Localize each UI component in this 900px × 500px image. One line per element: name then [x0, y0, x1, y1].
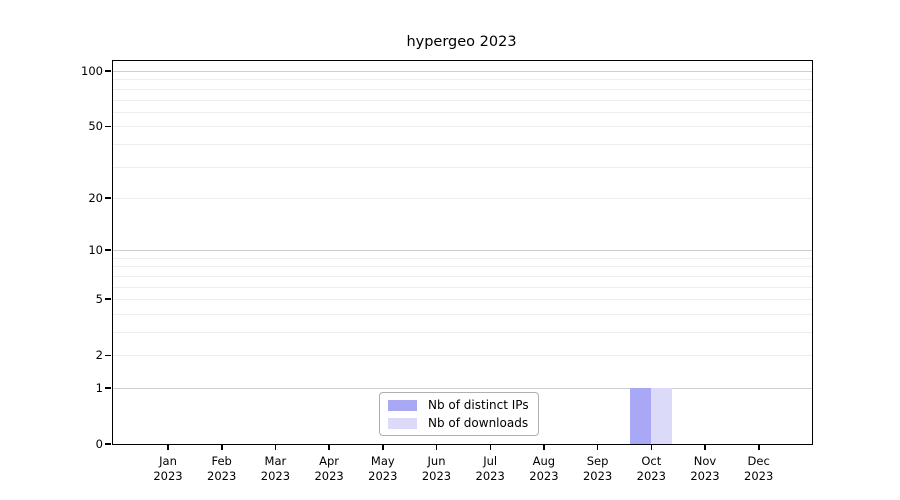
legend-label-distinct-ips: Nb of distinct IPs [428, 398, 529, 412]
x-tick-month: May [370, 454, 395, 468]
x-tick-year: 2023 [529, 469, 559, 483]
minor-gridline [113, 313, 812, 315]
minor-gridline [113, 88, 812, 90]
x-tick-month: Feb [211, 454, 232, 468]
x-tick-month: Nov [693, 454, 717, 468]
minor-gridline [113, 197, 812, 199]
x-tick-label: Oct 2023 [623, 454, 679, 484]
minor-gridline [113, 99, 812, 101]
x-tick-mark [435, 444, 438, 450]
legend-swatch-distinct-ips [388, 399, 417, 411]
minor-gridline [113, 257, 812, 259]
x-tick-label: Dec 2023 [731, 454, 787, 484]
x-tick-year: 2023 [690, 469, 720, 483]
x-tick-label: Jan 2023 [140, 454, 196, 484]
y-tick-mark [105, 70, 111, 72]
x-tick-year: 2023 [260, 469, 291, 483]
minor-gridline [113, 266, 812, 268]
x-tick-label: Nov 2023 [677, 454, 733, 484]
x-tick-year: 2023 [744, 469, 774, 483]
x-tick-month: Oct [641, 454, 662, 468]
plot-area: 0 1 2 5 10 20 50 100 Jan 2023 Feb 2023 Mar 2023 Apr 202… [81, 60, 813, 483]
x-tick-year: 2023 [314, 469, 344, 483]
y-tick-mark [105, 354, 111, 356]
x-tick-mark [382, 444, 384, 450]
y-tick-label: 20 [88, 190, 103, 205]
x-tick-year: 2023 [582, 469, 613, 483]
x-tick-month: Jul [483, 454, 498, 468]
y-tick-mark [105, 387, 111, 389]
x-tick-mark [489, 444, 491, 450]
y-tick-label: 1 [95, 381, 103, 395]
x-tick-label: Aug 2023 [516, 454, 572, 484]
x-tick-month: Jun [427, 454, 446, 468]
minor-gridline [113, 355, 812, 357]
minor-gridline [113, 332, 812, 333]
y-tick-label: 5 [95, 292, 103, 307]
y-tick-label: 100 [81, 64, 103, 78]
legend-entry-downloads: Nb of downloads [388, 416, 529, 430]
x-tick-label: May 2023 [355, 454, 411, 484]
x-tick-month: Aug [532, 454, 556, 468]
x-tick-year: 2023 [636, 469, 666, 483]
x-tick-label: Jul 2023 [462, 454, 518, 484]
x-tick-mark [758, 444, 760, 450]
x-tick-month: Mar [264, 454, 287, 468]
x-tick-label: Feb 2023 [194, 454, 250, 484]
x-tick-label: Jun 2023 [409, 454, 465, 484]
legend-label-downloads: Nb of downloads [428, 416, 529, 430]
x-tick-month: Jan [159, 454, 177, 468]
y-tick-mark [105, 298, 111, 300]
minor-gridline [113, 275, 812, 277]
x-tick-year: 2023 [153, 469, 183, 483]
y-tick-mark [105, 249, 111, 251]
x-tick-year: 2023 [368, 469, 398, 483]
y-tick-label: 10 [88, 243, 103, 258]
x-tick-year: 2023 [421, 469, 452, 483]
x-tick-mark [704, 444, 706, 450]
x-tick-month: Dec [747, 454, 770, 468]
legend-entry-distinct-ips: Nb of distinct IPs [388, 398, 529, 412]
x-tick-year: 2023 [475, 469, 505, 483]
minor-gridline [113, 79, 812, 81]
x-tick-mark [596, 444, 599, 450]
minor-gridline [113, 299, 812, 301]
y-tick-mark [105, 125, 111, 127]
x-tick-label: Sep 2023 [570, 454, 626, 484]
x-tick-mark [328, 444, 330, 450]
minor-gridline [113, 111, 812, 113]
x-tick-month: Sep [586, 454, 609, 468]
y-tick-mark [105, 197, 111, 199]
legend: Nb of distinct IPs Nb of downloads [379, 392, 539, 436]
x-tick-year: 2023 [207, 469, 237, 483]
x-tick-mark [543, 444, 545, 450]
bar-downloads [651, 388, 673, 444]
minor-gridline [113, 126, 812, 128]
bar-distinct-ips [630, 388, 652, 444]
minor-gridline [113, 166, 812, 168]
y-tick-label: 50 [88, 119, 103, 134]
x-tick-mark [221, 444, 223, 450]
minor-gridline [113, 286, 812, 288]
y-tick-mark [105, 443, 111, 445]
major-gridline [113, 71, 812, 72]
legend-swatch-downloads [388, 417, 417, 429]
major-gridline [113, 388, 812, 389]
y-tick-label: 2 [95, 348, 103, 363]
y-tick-label: 0 [95, 437, 103, 451]
x-tick-mark [274, 444, 277, 450]
x-tick-mark [650, 444, 652, 450]
x-tick-month: Apr [319, 454, 340, 468]
x-tick-label: Mar 2023 [247, 454, 303, 484]
x-tick-mark [167, 444, 169, 450]
minor-gridline [113, 143, 812, 145]
major-gridline [113, 250, 812, 252]
x-tick-label: Apr 2023 [301, 454, 357, 484]
chart-title: hypergeo 2023 [406, 34, 517, 50]
